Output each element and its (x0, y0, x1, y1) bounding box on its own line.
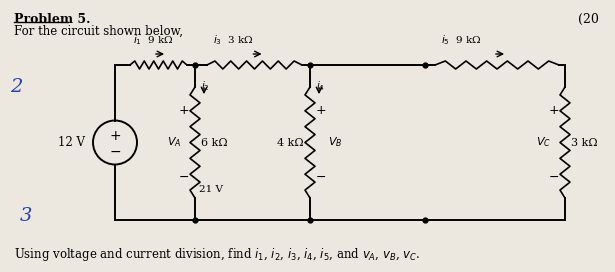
Text: −: − (109, 144, 121, 159)
Text: −: − (316, 171, 327, 184)
Text: $i_1$  9 kΩ: $i_1$ 9 kΩ (133, 33, 173, 47)
Text: 12 V: 12 V (58, 136, 85, 149)
Text: Using voltage and current division, find $i_1$, $i_2$, $i_3$, $i_4$, $i_5$, and : Using voltage and current division, find… (14, 246, 421, 263)
Text: $i_2$: $i_2$ (201, 79, 210, 93)
Text: $V_B$: $V_B$ (328, 136, 343, 149)
Text: $i_5$  9 kΩ: $i_5$ 9 kΩ (441, 33, 482, 47)
Text: +: + (178, 104, 189, 117)
Text: +: + (109, 128, 121, 143)
Text: +: + (316, 104, 327, 117)
Text: 4 kΩ: 4 kΩ (277, 138, 304, 147)
Text: −: − (549, 171, 559, 184)
Text: $i_3$  3 kΩ: $i_3$ 3 kΩ (213, 33, 253, 47)
Text: $i_4$: $i_4$ (316, 79, 325, 93)
Text: For the circuit shown below,: For the circuit shown below, (14, 25, 183, 38)
Text: 3: 3 (20, 207, 33, 225)
Text: −: − (178, 171, 189, 184)
Text: $V_A$: $V_A$ (167, 136, 181, 149)
Text: $V_C$: $V_C$ (536, 136, 551, 149)
Text: 3 kΩ: 3 kΩ (571, 138, 598, 147)
Text: Problem 5.: Problem 5. (14, 13, 90, 26)
Text: +: + (549, 104, 559, 117)
Text: 21 V: 21 V (199, 184, 223, 193)
Text: 2: 2 (10, 78, 22, 96)
Text: (20: (20 (578, 13, 599, 26)
Text: 6 kΩ: 6 kΩ (201, 138, 228, 147)
